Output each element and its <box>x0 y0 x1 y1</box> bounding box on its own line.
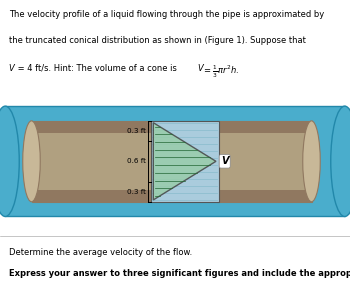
FancyBboxPatch shape <box>32 121 150 202</box>
Text: 0.3 ft: 0.3 ft <box>127 128 146 134</box>
Text: V: V <box>221 156 229 166</box>
Text: V: V <box>9 64 14 73</box>
FancyBboxPatch shape <box>5 106 345 216</box>
Text: = 4 ft/s. Hint: The volume of a cone is: = 4 ft/s. Hint: The volume of a cone is <box>15 64 179 73</box>
Text: $=\frac{1}{3}\pi r^2h$.: $=\frac{1}{3}\pi r^2h$. <box>202 64 239 80</box>
Ellipse shape <box>0 106 19 216</box>
Text: V: V <box>198 64 203 73</box>
FancyBboxPatch shape <box>217 121 312 133</box>
Text: The velocity profile of a liquid flowing through the pipe is approximated by: The velocity profile of a liquid flowing… <box>9 10 324 19</box>
Polygon shape <box>153 123 216 200</box>
FancyBboxPatch shape <box>217 190 312 202</box>
FancyBboxPatch shape <box>217 121 312 202</box>
Text: Determine the average velocity of the flow.: Determine the average velocity of the fl… <box>9 248 192 257</box>
Ellipse shape <box>23 121 40 202</box>
Text: 0.3 ft: 0.3 ft <box>127 189 146 195</box>
FancyBboxPatch shape <box>32 190 150 202</box>
Ellipse shape <box>303 121 320 202</box>
Text: Express your answer to three significant figures and include the appropriate uni: Express your answer to three significant… <box>9 269 350 278</box>
Ellipse shape <box>331 106 350 216</box>
FancyBboxPatch shape <box>150 121 219 202</box>
Text: the truncated conical distribution as shown in (Figure 1). Suppose that: the truncated conical distribution as sh… <box>9 36 306 45</box>
Text: 0.6 ft: 0.6 ft <box>127 158 146 164</box>
FancyBboxPatch shape <box>32 121 150 133</box>
